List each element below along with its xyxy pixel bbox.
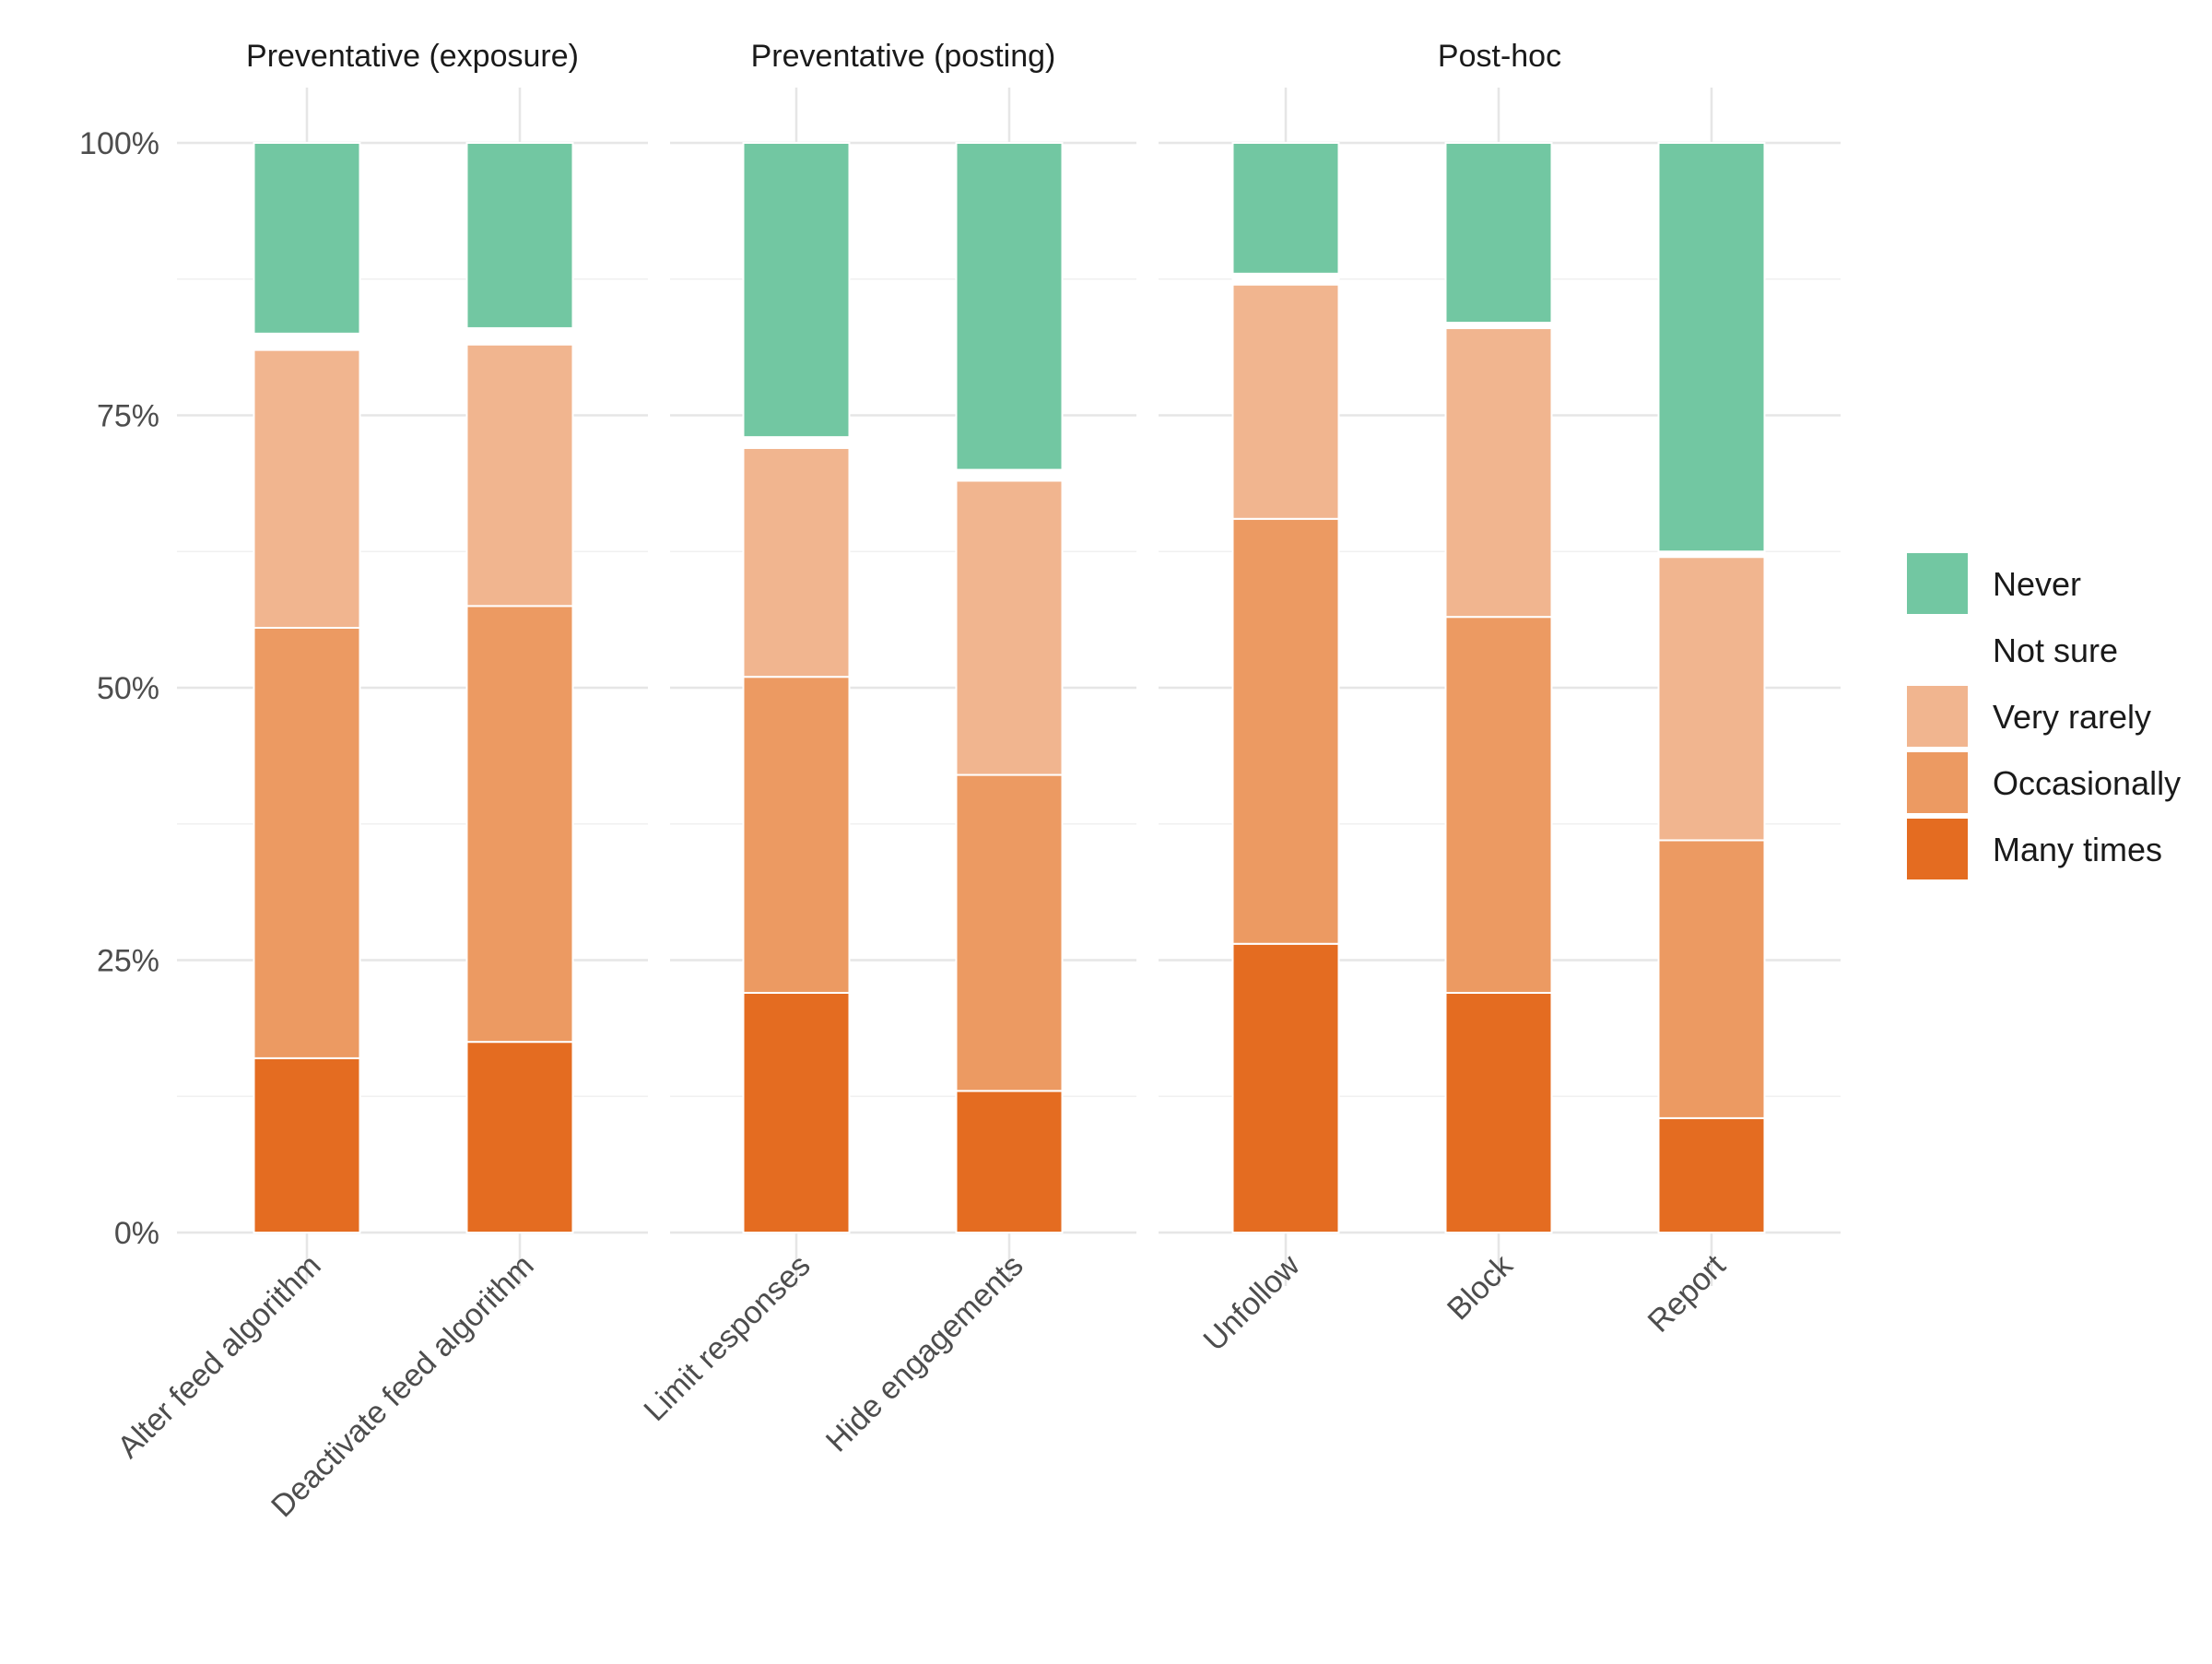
x-tick-label-limit-responses: Limit responses [637, 1248, 817, 1428]
legend-label-occasionally: Occasionally [1993, 764, 2181, 802]
bar-segment-limit-responses-not-sure [742, 436, 851, 449]
bar-segment-unfollow-occasionally [1231, 517, 1340, 945]
bar-segment-limit-responses-occasionally [742, 676, 851, 994]
legend-label-never: Never [1993, 565, 2081, 603]
bar-segment-limit-responses-many-times [742, 991, 851, 1233]
bar-segment-limit-responses-never [742, 142, 851, 439]
x-tick-label-alter-feed-algorithm: Alter feed algorithm [111, 1248, 327, 1465]
legend-label-very-rarely: Very rarely [1993, 698, 2151, 736]
facet-title-preventative-posting: Preventative (posting) [751, 39, 1056, 74]
legend-key-occasionally [1907, 752, 1968, 813]
bar-segment-hide-engagements-never [955, 142, 1064, 471]
bar-segment-report-many-times [1657, 1116, 1766, 1234]
bar-segment-alter-feed-algorithm-occasionally [253, 626, 361, 1059]
bar-segment-unfollow-never [1231, 142, 1340, 275]
bar-segment-block-many-times [1444, 991, 1553, 1233]
bar-segment-deactivate-feed-algorithm-not-sure [465, 326, 574, 346]
bar-segment-hide-engagements-not-sure [955, 468, 1064, 482]
bar-segment-alter-feed-algorithm-not-sure [253, 332, 361, 351]
bar-segment-unfollow-very-rarely [1231, 283, 1340, 520]
facet-title-preventative-exposure: Preventative (exposure) [246, 39, 579, 74]
bar-segment-hide-engagements-many-times [955, 1090, 1064, 1233]
bar-segment-unfollow-many-times [1231, 942, 1340, 1234]
bar-segment-unfollow-not-sure [1231, 272, 1340, 286]
bar-segment-alter-feed-algorithm-never [253, 142, 361, 335]
bar-segment-alter-feed-algorithm-many-times [253, 1056, 361, 1233]
bar-segment-alter-feed-algorithm-very-rarely [253, 348, 361, 629]
facet-title-post-hoc: Post-hoc [1438, 39, 1561, 74]
bar-segment-block-very-rarely [1444, 326, 1553, 619]
bar-segment-block-occasionally [1444, 616, 1553, 994]
bar-segment-report-occasionally [1657, 839, 1766, 1119]
bar-segment-deactivate-feed-algorithm-occasionally [465, 605, 574, 1044]
y-tick-label: 75% [97, 399, 159, 434]
bar-segment-limit-responses-very-rarely [742, 446, 851, 679]
x-tick-label-report: Report [1641, 1247, 1733, 1339]
bar-segment-deactivate-feed-algorithm-many-times [465, 1041, 574, 1234]
legend-label-not-sure: Not sure [1993, 631, 2118, 669]
bar-segment-report-very-rarely [1657, 556, 1766, 842]
y-tick-label: 50% [97, 671, 159, 706]
bar-segment-hide-engagements-occasionally [955, 773, 1064, 1092]
x-tick-label-hide-engagements: Hide engagements [819, 1248, 1030, 1459]
legend-key-never [1907, 553, 1968, 614]
y-tick-label: 25% [97, 944, 159, 979]
legend-key-many-times [1907, 819, 1968, 879]
bar-segment-hide-engagements-very-rarely [955, 479, 1064, 776]
bar-segment-deactivate-feed-algorithm-very-rarely [465, 343, 574, 608]
bar-segment-deactivate-feed-algorithm-never [465, 142, 574, 329]
legend-key-very-rarely [1907, 686, 1968, 747]
x-tick-label-block: Block [1441, 1247, 1520, 1327]
y-tick-label: 100% [79, 126, 159, 161]
bar-segment-block-never [1444, 142, 1553, 325]
y-tick-label: 0% [114, 1216, 159, 1251]
x-tick-label-unfollow: Unfollow [1197, 1247, 1307, 1357]
legend-label-many-times: Many times [1993, 831, 2162, 868]
legend-key-not-sure [1907, 620, 1968, 680]
bar-segment-report-never [1657, 142, 1766, 553]
